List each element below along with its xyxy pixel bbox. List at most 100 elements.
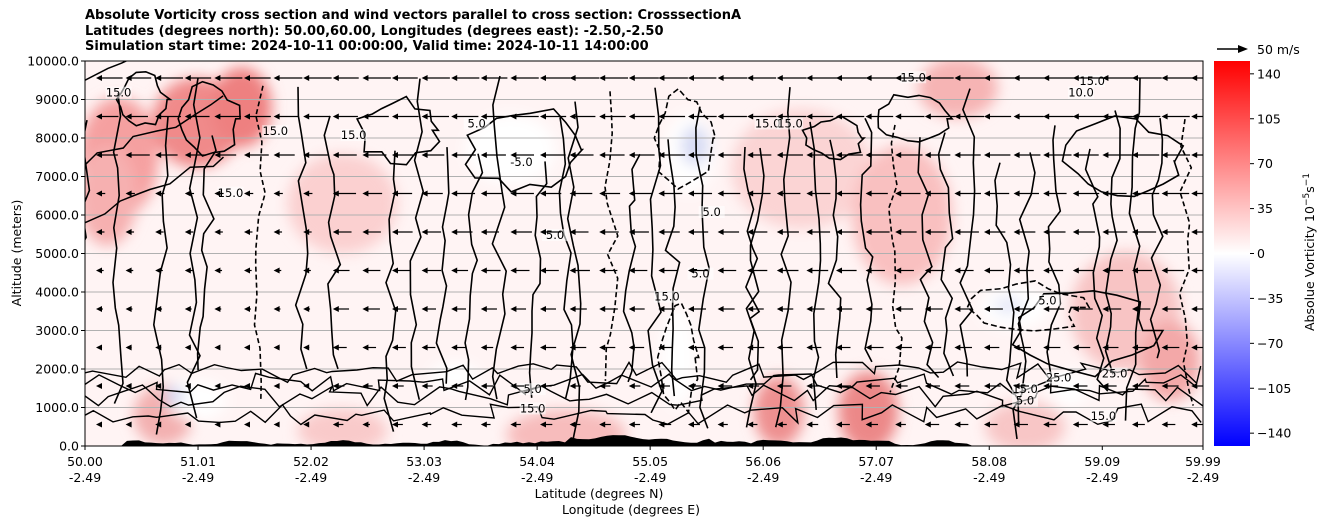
wind-vector-head xyxy=(303,113,310,120)
wind-vector-head xyxy=(1191,344,1198,351)
wind-vector-head xyxy=(836,344,842,351)
wind-vector-head xyxy=(540,306,546,312)
wind-vector-head xyxy=(540,113,546,120)
contour-line xyxy=(112,92,124,404)
wind-vector-head xyxy=(717,113,724,120)
wind-vector-head xyxy=(599,267,606,274)
wind-vector-head xyxy=(214,113,221,120)
wind-vector-head xyxy=(1191,267,1198,274)
wind-vector-head xyxy=(895,229,902,235)
wind-vector-head xyxy=(806,421,813,428)
wind-vector-head xyxy=(510,421,517,428)
contour-label: 5.0 xyxy=(523,382,541,396)
wind-vector-head xyxy=(392,306,398,312)
wind-vector-head xyxy=(658,267,665,274)
wind-vector-head xyxy=(125,267,132,274)
wind-vector-head xyxy=(688,75,694,81)
wind-vector-head xyxy=(303,344,310,351)
wind-vector-head xyxy=(392,190,398,197)
wind-vector-head xyxy=(184,344,191,351)
wind-vector-head xyxy=(303,152,310,158)
wind-vector-head xyxy=(717,421,724,428)
x-tick-label-lat: 59.99 xyxy=(1185,454,1221,469)
wind-vector-head xyxy=(244,267,250,274)
wind-vector-head xyxy=(540,267,546,274)
contour-label: 15.0 xyxy=(900,70,926,84)
wind-vector-head xyxy=(599,190,606,197)
wind-vector-head xyxy=(895,267,902,274)
contour-line xyxy=(1124,77,1141,421)
wind-vector-head xyxy=(362,267,369,274)
wind-vector-head xyxy=(214,383,221,389)
wind-vector-head xyxy=(362,75,369,81)
contour-label-bg xyxy=(1012,394,1039,407)
wind-vector-head xyxy=(1043,306,1050,312)
wind-vector-head xyxy=(303,306,310,312)
wind-vector-head xyxy=(392,229,398,235)
wind-vector-head xyxy=(244,152,250,158)
wind-vector-head xyxy=(628,75,635,81)
wind-vector-head xyxy=(688,152,694,158)
contour-label: 15.0 xyxy=(777,116,803,130)
contour-label: 5.0 xyxy=(703,205,721,219)
contour-line xyxy=(937,132,955,377)
wind-vector-head xyxy=(451,267,458,274)
contour-line xyxy=(859,117,874,363)
wind-vector-head xyxy=(1072,344,1079,351)
wind-vector-head xyxy=(836,267,842,274)
x-tick-label-lon: -2.49 xyxy=(860,470,892,485)
x-tick-label-lon: -2.49 xyxy=(973,470,1005,485)
wind-vector-head xyxy=(806,344,813,351)
wind-vector-head xyxy=(155,421,162,428)
wind-vector-head xyxy=(954,190,961,197)
wind-vector-head xyxy=(1013,267,1020,274)
wind-vector-head xyxy=(332,421,339,428)
x-tick-label-lon: -2.49 xyxy=(1086,470,1118,485)
wind-vector-head xyxy=(954,75,961,81)
wind-vector-head xyxy=(599,75,606,81)
contour-line xyxy=(323,115,342,370)
y-tick-label: 6000.0 xyxy=(35,208,79,223)
wind-vector-head xyxy=(924,152,931,158)
wind-vector-head xyxy=(836,190,842,197)
wind-vector-head xyxy=(717,75,724,81)
contour-label: 10.0 xyxy=(1068,86,1094,100)
wind-vector-head xyxy=(1072,306,1079,312)
wind-vector-head xyxy=(332,306,339,312)
contour-loop xyxy=(464,108,585,193)
wind-vector-head xyxy=(776,267,783,274)
wind-vector-head xyxy=(510,383,517,389)
contour-line xyxy=(566,101,582,446)
wind-vector-head xyxy=(155,113,162,120)
wind-vector-head xyxy=(717,190,724,197)
wind-vector-head xyxy=(184,152,191,158)
wind-vector-head xyxy=(510,152,517,158)
x-tick-label-lon: -2.49 xyxy=(182,470,214,485)
x-tick-label-lat: 59.09 xyxy=(1084,454,1120,469)
wind-vector-head xyxy=(362,152,369,158)
contour-label: 15.0 xyxy=(341,128,367,142)
wind-vector-head xyxy=(806,113,813,120)
wind-vector-head xyxy=(273,113,280,120)
y-tick-label: 7000.0 xyxy=(35,169,79,184)
wind-vector-head xyxy=(96,421,102,428)
wind-vector-head xyxy=(1191,75,1198,81)
wind-vector-head xyxy=(510,190,517,197)
wind-vector-head xyxy=(1043,190,1050,197)
wind-vector-head xyxy=(332,190,339,197)
contour-label: 5.0 xyxy=(1016,394,1034,408)
y-tick-label: 2000.0 xyxy=(35,362,79,377)
contour-line xyxy=(1046,125,1062,375)
wind-vector-head xyxy=(510,344,517,351)
contour-label: 15.0 xyxy=(755,116,781,130)
wind-vector-head xyxy=(954,152,961,158)
wind-vector-head xyxy=(155,229,162,235)
colorbar-label: Absolue Vorticity 10−5s−1 xyxy=(1302,173,1317,331)
wind-vector-head xyxy=(954,421,961,428)
wind-vector-head xyxy=(599,113,606,120)
wind-vector-head xyxy=(658,421,665,428)
wind-vector-head xyxy=(155,383,162,389)
wind-vector-head xyxy=(244,344,250,351)
wind-vector-head xyxy=(1132,306,1138,312)
wind-vector-head xyxy=(599,421,606,428)
